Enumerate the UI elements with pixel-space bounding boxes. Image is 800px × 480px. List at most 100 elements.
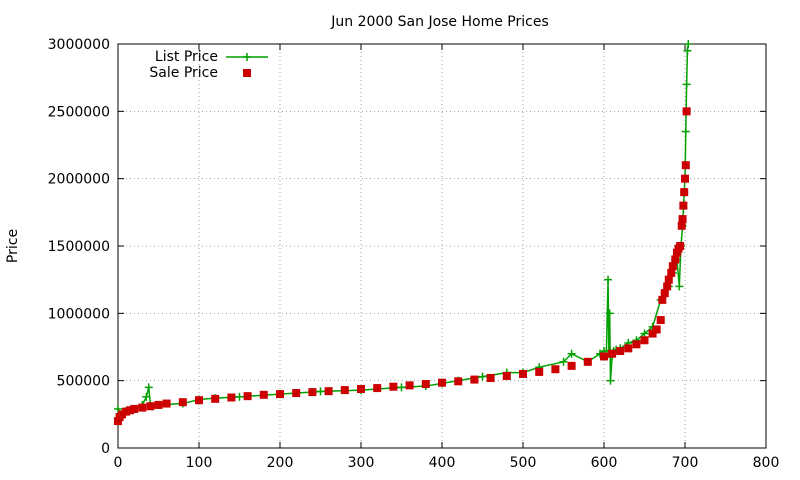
sale-price-point (660, 289, 669, 298)
sale-price-point (195, 396, 203, 405)
sale-price-point (259, 390, 268, 399)
sale-price-point (672, 248, 681, 257)
sale-price-point (680, 188, 689, 197)
sale-price-point (118, 410, 127, 419)
list-price-point (144, 383, 153, 392)
y-tick-label: 2000000 (48, 172, 110, 188)
sale-price-point (676, 242, 685, 250)
sale-price-point (138, 403, 147, 412)
x-tick-label: 100 (186, 455, 213, 471)
sale-price-point (640, 336, 649, 345)
grid (118, 44, 766, 448)
sale-price-point (502, 371, 511, 380)
x-tick-label: 0 (114, 455, 123, 471)
y-tick-label: 0 (101, 441, 110, 457)
x-tick-label: 500 (510, 455, 537, 471)
x-tick-label: 800 (753, 455, 780, 471)
list-price-point (397, 383, 406, 392)
list-price-point (605, 309, 614, 318)
list-price-point (235, 392, 244, 401)
list-price-point (606, 376, 615, 385)
legend: List Price Sale Price (149, 49, 268, 81)
sale-price-point (146, 402, 155, 411)
sale-price-point (652, 325, 661, 334)
sale-price-point (357, 385, 365, 394)
list-price-point (684, 40, 693, 48)
legend-marker-list-price (243, 53, 251, 61)
sale-price-point (616, 347, 625, 356)
sale-price-point (632, 340, 641, 349)
x-tick-label: 600 (591, 455, 618, 471)
sale-price-point (178, 398, 187, 407)
x-tick-label: 300 (348, 455, 375, 471)
sale-price-point (663, 282, 672, 291)
sale-price-point (519, 369, 527, 378)
list-price-point (114, 404, 122, 413)
sale-price-point (583, 357, 592, 366)
y-axis-label: Price (5, 229, 21, 263)
list-price-point (567, 349, 576, 358)
legend-label-sale-price: Sale Price (149, 65, 218, 81)
sale-price-point (600, 352, 608, 361)
sale-price-point (162, 399, 171, 408)
sale-price-point (681, 174, 689, 183)
y-tick-label: 3000000 (48, 37, 110, 53)
y-tick-label: 1500000 (48, 239, 110, 255)
sale-price-point (567, 361, 576, 370)
sale-price-point (664, 275, 673, 284)
sale-price-point (486, 373, 495, 382)
sale-price-point (308, 388, 317, 397)
legend-label-list-price: List Price (155, 49, 218, 65)
series-line-list-price (117, 43, 689, 419)
sale-price-point (405, 381, 414, 390)
list-price-point (683, 46, 692, 55)
sale-price-point (227, 393, 236, 402)
sale-price-point (551, 365, 560, 374)
list-price-point (640, 329, 649, 338)
list-price-point (559, 357, 568, 366)
sale-price-point (126, 406, 135, 415)
sale-price-point (681, 161, 690, 170)
sale-price-point (535, 367, 544, 376)
sale-price-point (389, 382, 398, 391)
sale-price-point (656, 316, 665, 325)
sale-price-point (438, 378, 446, 387)
sale-price-point (292, 389, 301, 398)
sale-price-point (122, 407, 131, 416)
sale-price-point (608, 349, 617, 358)
sale-price-point (154, 400, 163, 409)
sale-price-point (648, 329, 657, 338)
sale-price-point (667, 268, 676, 277)
list-price-point (675, 282, 684, 291)
sale-price-point (421, 380, 430, 389)
list-price-point (681, 127, 690, 136)
sale-price-point (114, 417, 122, 426)
sale-price-point (130, 404, 139, 413)
sale-price-point (682, 107, 691, 116)
sale-price-point (373, 384, 382, 393)
list-price-point (316, 387, 325, 396)
ticks: 0 100 200 300 400 500 600 700 800 0 500000 1000000 1… (48, 37, 780, 471)
x-tick-label: 400 (429, 455, 456, 471)
list-price-point (682, 80, 691, 89)
sale-price-point (243, 392, 252, 401)
x-tick-label: 200 (267, 455, 294, 471)
sale-price-point (679, 201, 688, 210)
sale-price-point (211, 394, 220, 403)
sale-price-point (276, 390, 284, 399)
sale-price-point (678, 215, 687, 224)
list-price-point (604, 275, 613, 284)
legend-marker-sale-price (243, 69, 251, 77)
y-tick-label: 2500000 (48, 104, 110, 120)
sale-price-point (624, 344, 633, 353)
y-tick-label: 1000000 (48, 306, 110, 322)
list-price-point (142, 392, 151, 401)
sale-price-point (340, 386, 349, 395)
sale-price-point (324, 387, 333, 396)
sale-price-point (671, 255, 680, 264)
sale-price-point (668, 262, 677, 271)
sale-price-point (454, 377, 463, 386)
sale-price-point (677, 221, 686, 230)
x-tick-label: 700 (672, 455, 699, 471)
